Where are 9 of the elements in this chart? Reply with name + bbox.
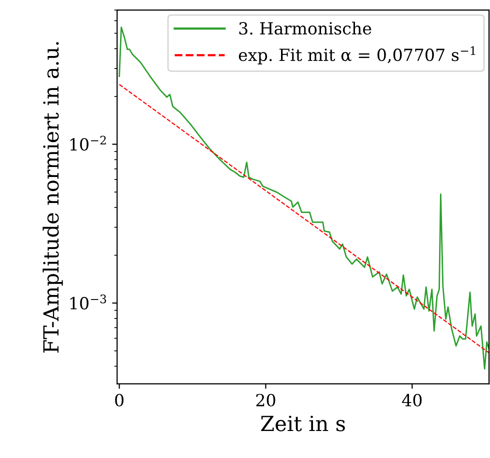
legend-label: 3. Harmonische [239,22,372,35]
x-tick-label: 20 [256,394,276,406]
y-tick-label: 10$^{−2}$ [70,136,106,151]
x-tick-label: 40 [402,394,422,406]
y-axis-title: FT-Amplitude normiert in a.u. [42,42,63,353]
x-axis-title: Zeit in s [261,416,345,432]
legend-label: exp. Fit mit α = 0,07707 s$^{−1}$ [238,46,476,64]
y-tick-label: 10$^{−3}$ [70,294,106,310]
x-tick-label: 0 [115,394,124,406]
